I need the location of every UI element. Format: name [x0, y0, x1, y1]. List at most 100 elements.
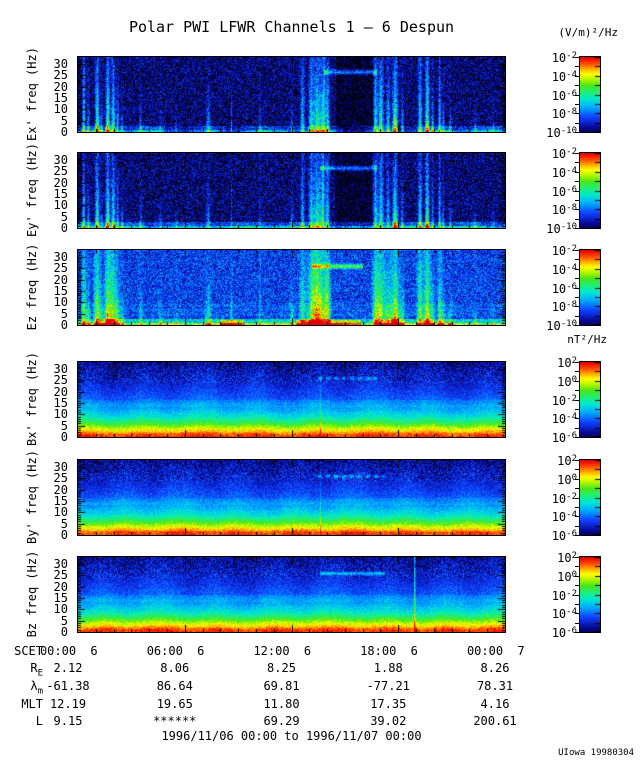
colorbar-bz-label: 10-4 — [551, 607, 577, 622]
ephemeris-3-1: ****** — [153, 714, 197, 728]
colorbar-ex-label: 10-2 — [551, 51, 577, 65]
scet-day-4: 7 — [517, 644, 525, 658]
ytick-bx-15: 15 — [53, 395, 68, 410]
colorbar-ez-tick — [575, 269, 579, 270]
colorbar-ez-label: 10-4 — [551, 262, 577, 277]
ytick-ey-25: 25 — [53, 164, 68, 179]
ytick-ex-0: 0 — [60, 125, 68, 139]
ytick-ex-10: 10 — [53, 102, 68, 117]
ytick-bx-20: 20 — [53, 384, 68, 399]
ytick-ez-15: 15 — [53, 283, 68, 298]
ephemeris-0-3: 1.88 — [373, 661, 403, 675]
colorbar-bx-label: 100 — [557, 374, 577, 389]
colorbar-ex-tick — [575, 85, 579, 86]
ytick-bx-30: 30 — [53, 361, 68, 376]
ytick-bz-20: 20 — [53, 579, 68, 594]
colorbar-ez-tick — [575, 288, 579, 289]
colorbar-ez-tick — [575, 325, 579, 326]
colorbar-bz-tick — [575, 585, 579, 586]
colorbar-by-label: 10-6 — [551, 529, 577, 543]
ephemeris-2-2: 11.80 — [263, 697, 300, 711]
colorbar-ey-tick — [575, 228, 579, 229]
colorbar-ez-tick — [575, 278, 579, 279]
ytick-by-5: 5 — [60, 516, 68, 531]
ytick-ex-25: 25 — [53, 68, 68, 83]
spectrogram-by-canvas — [77, 459, 506, 536]
ephemeris-3-0: 9.15 — [53, 714, 83, 728]
ephemeris-3-4: 200.61 — [473, 714, 517, 728]
colorbar-ey-tick — [575, 191, 579, 192]
ephemeris-3-2: 69.29 — [263, 714, 300, 728]
colorbar-ex-tick — [575, 66, 579, 67]
colorbar-ey-canvas — [579, 152, 601, 229]
ytick-ex-5: 5 — [60, 113, 68, 128]
ephemeris-0-1: 8.06 — [160, 661, 190, 675]
colorbar-bz-label: 102 — [557, 551, 577, 565]
credit-label: UIowa 19980304 — [558, 748, 634, 758]
spectrogram-ex-canvas — [77, 56, 506, 133]
colorbar-by-tick — [575, 526, 579, 527]
colorbar-bx-tick — [575, 428, 579, 429]
spectrogram-bz-canvas — [77, 556, 506, 633]
scet-day-3: 6 — [410, 644, 418, 658]
colorbar-bz-tick — [575, 604, 579, 605]
colorbar-bz-tick — [575, 557, 579, 558]
ytick-bx-10: 10 — [53, 407, 68, 422]
colorbar-ey-label: 10-4 — [551, 165, 577, 180]
colorbar-bz-tick — [575, 566, 579, 567]
scet-day-2: 6 — [303, 644, 312, 658]
ytick-by-10: 10 — [53, 505, 68, 520]
colorbar-ez-tick — [575, 306, 579, 307]
colorbar-ez-tick — [575, 316, 579, 317]
ytick-bz-15: 15 — [53, 590, 68, 605]
ytick-bz-10: 10 — [53, 602, 68, 617]
ephemeris-row-label-0: RE — [30, 661, 43, 679]
colorbar-ez-tick — [575, 259, 579, 260]
electric-units-label: (V/m)²/Hz — [558, 26, 618, 39]
colorbar-ey-label: 10-2 — [551, 147, 577, 161]
ephemeris-0-4: 8.26 — [480, 661, 510, 675]
colorbar-by-tick — [575, 516, 579, 517]
ytick-ey-0: 0 — [60, 221, 68, 235]
colorbar-bx-tick — [575, 400, 579, 401]
colorbar-by-label: 10-4 — [551, 510, 577, 525]
colorbar-ez-canvas — [579, 249, 601, 326]
colorbar-ex-tick — [575, 113, 579, 114]
ytick-ex-15: 15 — [53, 90, 68, 105]
colorbar-ey-tick — [575, 162, 579, 163]
colorbar-ex-tick — [575, 76, 579, 77]
spectrogram-bx-canvas — [77, 361, 506, 438]
ytick-ey-10: 10 — [53, 198, 68, 213]
colorbar-ey-tick — [575, 172, 579, 173]
spectrogram-ey-canvas — [77, 152, 506, 229]
colorbar-ex-tick — [575, 95, 579, 96]
colorbar-ez-label: 10-6 — [551, 281, 577, 296]
ephemeris-2-3: 17.35 — [370, 697, 407, 711]
colorbar-bz-tick — [575, 595, 579, 596]
colorbar-bx-label: 102 — [557, 356, 577, 370]
colorbar-bx-label: 10-4 — [551, 412, 577, 427]
colorbar-bz-tick — [575, 576, 579, 577]
colorbar-bx-tick — [575, 371, 579, 372]
colorbar-by-tick — [575, 469, 579, 470]
ytick-ez-20: 20 — [53, 272, 68, 287]
colorbar-ey-tick — [575, 200, 579, 201]
ytick-ez-30: 30 — [53, 249, 68, 264]
colorbar-ex-tick — [575, 132, 579, 133]
ytick-ex-20: 20 — [53, 79, 68, 94]
colorbar-ez-label: 10-10 — [546, 319, 577, 333]
colorbar-bx-label: 10-6 — [551, 431, 577, 445]
colorbar-ex-tick — [575, 123, 579, 124]
ytick-ey-30: 30 — [53, 152, 68, 167]
colorbar-bz-canvas — [579, 556, 601, 633]
colorbar-ex-tick — [575, 104, 579, 105]
colorbar-by-tick — [575, 535, 579, 536]
ephemeris-1-4: 78.31 — [476, 679, 514, 693]
ytick-ey-5: 5 — [60, 209, 68, 224]
ytick-ez-10: 10 — [53, 295, 68, 310]
magnetic-units-label: nT²/Hz — [567, 333, 607, 346]
colorbar-by-canvas — [579, 459, 601, 536]
ytick-bz-0: 0 — [60, 625, 68, 639]
